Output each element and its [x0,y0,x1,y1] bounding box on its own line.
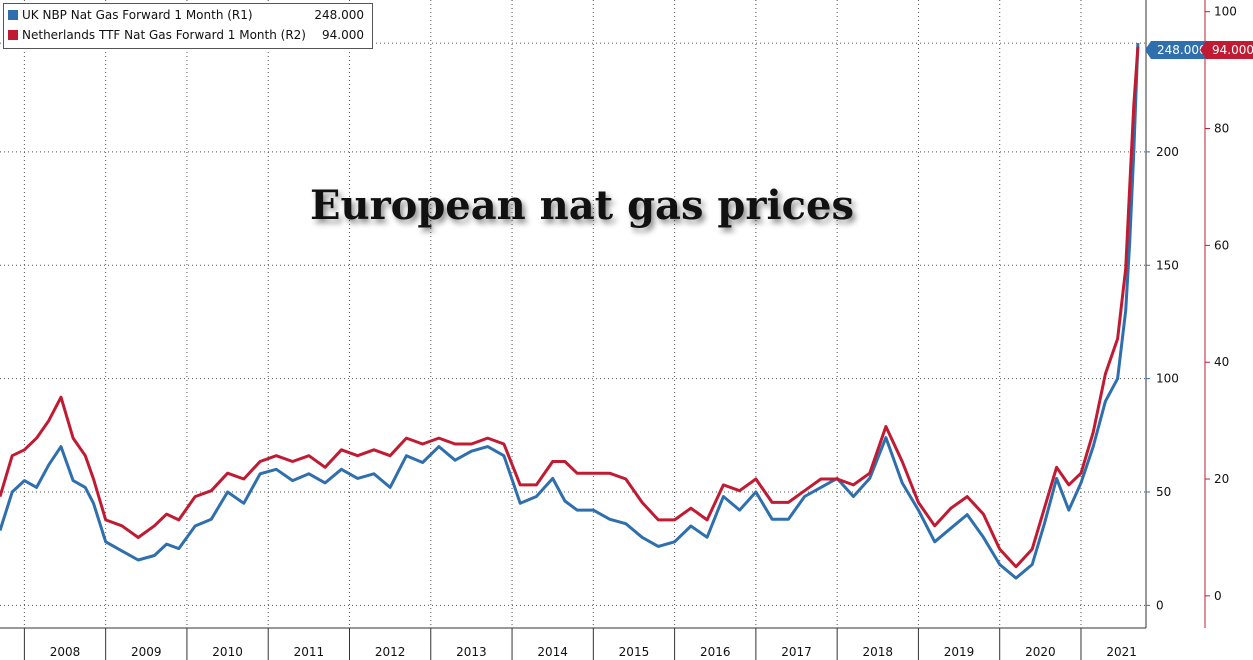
x-tick-label: 2015 [619,645,650,659]
last-value-tag-r2: 94.000 [1200,41,1253,59]
y-right-tick-label: 20 [1214,472,1229,486]
x-tick-label: 2011 [294,645,325,659]
x-tick-label: 2013 [456,645,487,659]
series-lines [0,43,1140,580]
legend-item-ttf[interactable]: Netherlands TTF Nat Gas Forward 1 Month … [8,27,368,45]
x-tick-label: 2021 [1106,645,1137,659]
x-tick-label: 2017 [781,645,812,659]
y-left-tick-label: 50 [1156,485,1171,499]
y-right-tick-label: 60 [1214,238,1229,252]
gridlines [0,0,1146,628]
legend-label: Netherlands TTF Nat Gas Forward 1 Month … [22,28,306,42]
y-left-tick-label: 100 [1156,372,1179,386]
legend-label: UK NBP Nat Gas Forward 1 Month (R1) [22,8,253,22]
legend-item-uk-nbp[interactable]: UK NBP Nat Gas Forward 1 Month (R1) 248.… [8,7,368,25]
legend-swatch-red [8,30,18,40]
legend: UK NBP Nat Gas Forward 1 Month (R1) 248.… [3,3,373,49]
x-tick-label: 2012 [375,645,406,659]
x-tick-label: 2016 [700,645,731,659]
x-tick-label: 2019 [944,645,975,659]
x-tick-label: 2010 [212,645,243,659]
x-tick-label: 2009 [131,645,162,659]
y-axis-left: 0 50 100 150 200 [1145,0,1179,628]
y-right-tick-label: 40 [1214,355,1229,369]
y-axis-right: 0 20 40 60 80 100 [1204,0,1237,628]
legend-value: 248.000 [314,8,364,22]
x-tick-label: 2020 [1025,645,1056,659]
last-value-tag-r1: 248.000 [1145,41,1213,59]
legend-swatch-blue [8,10,18,20]
y-left-tick-label: 200 [1156,145,1179,159]
y-right-tick-label: 0 [1214,589,1222,603]
y-left-tick-label: 150 [1156,258,1179,272]
x-tick-label: 2008 [50,645,81,659]
x-axis: 2008 2009 2010 2011 2012 2013 2014 2015 2016 2017… [0,627,1146,660]
y-right-tick-label: 100 [1214,5,1237,19]
y-right-tick-label: 80 [1214,122,1229,136]
series-line-uk-nbp [0,43,1140,580]
y-left-tick-label: 0 [1156,598,1164,612]
x-tick-label: 2018 [863,645,894,659]
legend-value: 94.000 [322,28,364,42]
chart-title: European nat gas prices [310,182,854,229]
series-line-ttf [0,46,1140,569]
x-tick-label: 2014 [537,645,568,659]
